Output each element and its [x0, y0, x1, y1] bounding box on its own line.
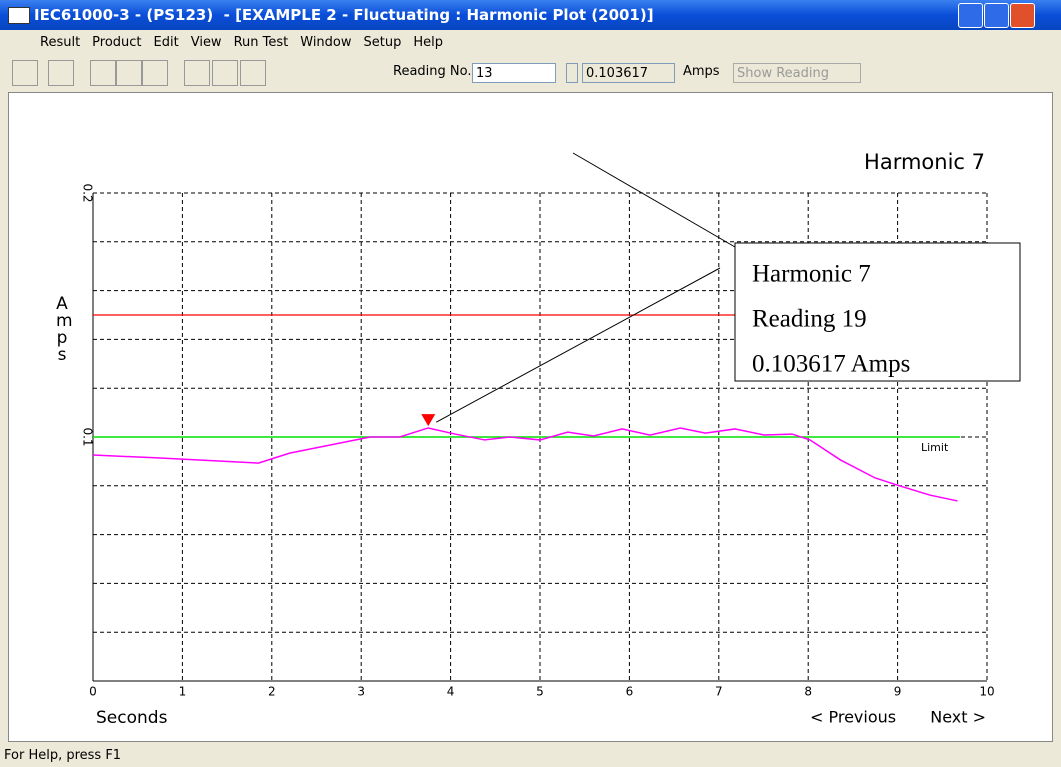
x-tick-label: 3 [357, 685, 365, 699]
window-title: IEC61000-3 - (PS123) - [EXAMPLE 2 - Fluc… [34, 6, 654, 24]
x-tick-label: 4 [447, 685, 455, 699]
print-button[interactable] [90, 60, 116, 86]
next-button[interactable] [240, 60, 266, 86]
copy-button[interactable] [48, 60, 74, 86]
menu-item[interactable]: Result [40, 35, 81, 50]
callout-line [436, 267, 721, 423]
show-reading-button[interactable]: Show Reading [733, 63, 861, 83]
minimize-button[interactable] [958, 3, 983, 28]
x-tick-label: 10 [979, 685, 994, 699]
nav-next[interactable]: Next > [930, 708, 986, 727]
menu-bar: Result Product Edit View Run Test Window Setup… [0, 30, 1061, 55]
menu-item[interactable]: Help [413, 35, 443, 50]
menu-item[interactable]: Product [92, 35, 142, 50]
title-bar: IEC61000-3 - (PS123) - [EXAMPLE 2 - Fluc… [0, 0, 1061, 30]
menu-item[interactable]: Window [300, 35, 352, 50]
menu-item[interactable]: Edit [153, 35, 179, 50]
unit-label: Amps [683, 64, 720, 79]
help-button[interactable] [116, 60, 142, 86]
callout-line [572, 152, 736, 248]
chart-title: Harmonic 7 [864, 150, 985, 174]
x-tick-label: 5 [536, 685, 544, 699]
reading-input[interactable]: 13 [472, 63, 556, 83]
status-bar: For Help, press F1 [4, 748, 122, 763]
maximize-button[interactable] [984, 3, 1009, 28]
reading-label: Reading No. [393, 64, 472, 79]
y-tick-label: 0.1 [81, 427, 95, 446]
menu-item[interactable]: Setup [363, 35, 402, 50]
menu-item[interactable]: View [190, 35, 222, 50]
x-tick-label: 2 [268, 685, 276, 699]
nav-prev[interactable]: < Previous [810, 708, 896, 727]
data-line [92, 427, 958, 502]
close-button[interactable] [1010, 3, 1035, 28]
x-tick-label: 8 [804, 685, 812, 699]
pause-button[interactable] [212, 60, 238, 86]
menu-item[interactable]: Run Test [233, 35, 289, 50]
annotation-text: Reading 19 [752, 306, 867, 333]
y-tick-label: 0.2 [81, 183, 95, 202]
value-field: 0.103617 [582, 63, 675, 83]
limit-label: Limit [921, 441, 949, 454]
x-axis-label: Seconds [96, 708, 168, 728]
open-button[interactable] [12, 60, 38, 86]
x-tick-label: 9 [894, 685, 902, 699]
spinner[interactable] [566, 63, 578, 83]
x-tick-label: 7 [715, 685, 723, 699]
app-icon [8, 7, 30, 24]
annotation-box [734, 242, 1021, 382]
annotation-text: Harmonic 7 [752, 261, 871, 288]
prev-button[interactable] [184, 60, 210, 86]
x-tick-label: 6 [626, 685, 634, 699]
annotation-text: 0.103617 Amps [752, 351, 910, 378]
x-tick-label: 0 [89, 685, 97, 699]
context-help-button[interactable] [142, 60, 168, 86]
x-tick-label: 1 [179, 685, 187, 699]
reading-marker [421, 414, 436, 427]
toolbar: Reading No. 13 0.103617 Amps Show Readin… [0, 55, 1061, 91]
